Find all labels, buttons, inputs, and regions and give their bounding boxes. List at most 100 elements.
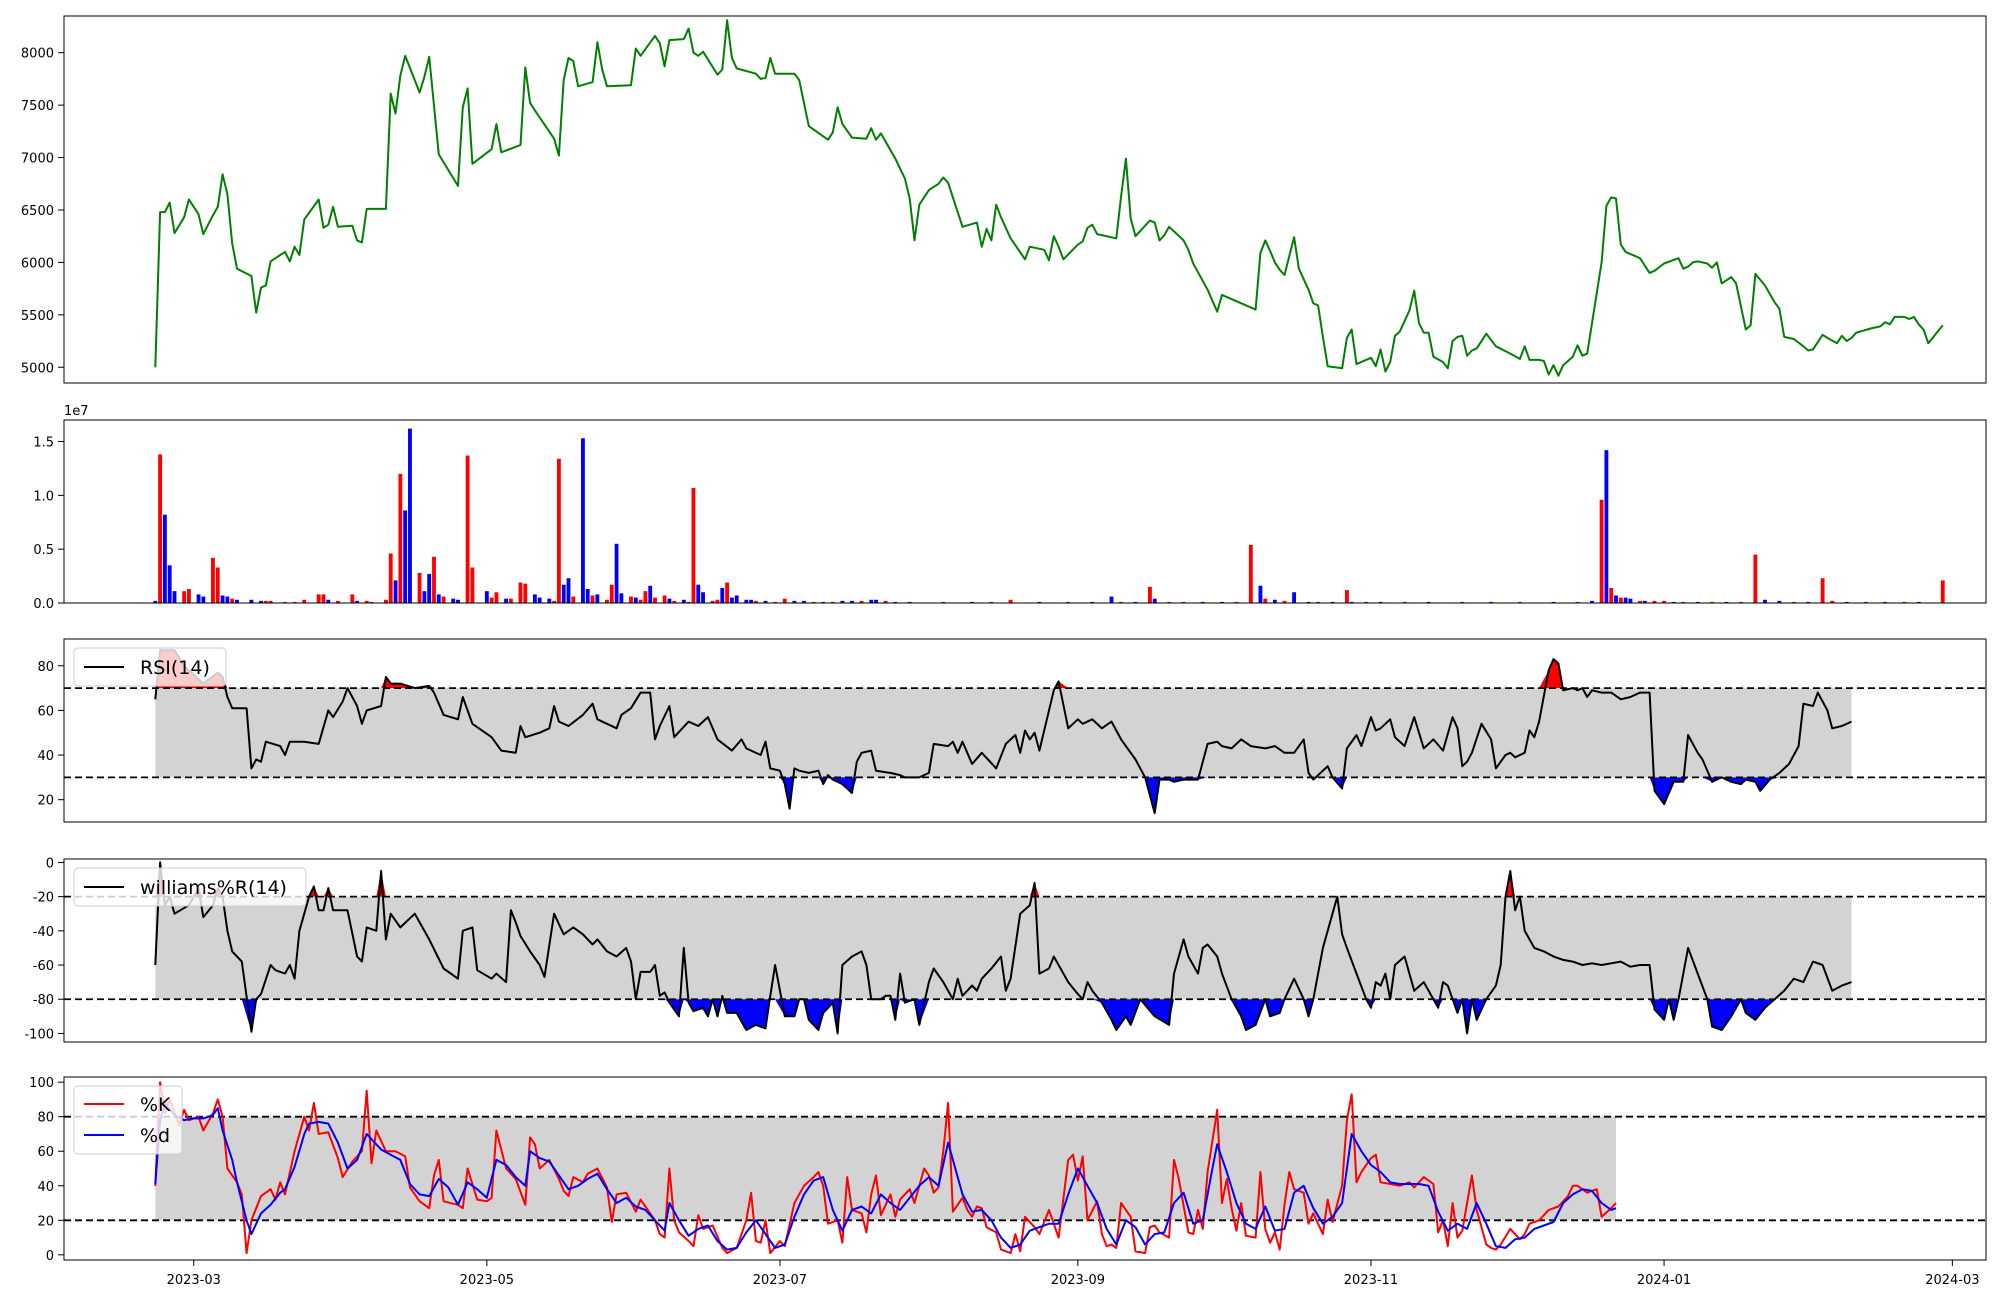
volume-bar xyxy=(561,584,566,603)
x-tick-label: 2024-03 xyxy=(1925,1273,1979,1288)
volume-bar xyxy=(970,601,975,603)
volume-bar xyxy=(1642,600,1647,603)
volume-ytick-label: 1.5 xyxy=(33,436,54,451)
volume-bar xyxy=(196,594,201,603)
volume-bar xyxy=(153,600,158,603)
volume-bar xyxy=(1628,598,1633,603)
volume-bar xyxy=(263,600,268,603)
volume-bar xyxy=(1258,585,1263,603)
volume-bar xyxy=(1109,596,1114,603)
volume-bar xyxy=(167,565,172,603)
volume-bar xyxy=(850,600,854,603)
volume-bar xyxy=(384,599,388,603)
volume-bar xyxy=(427,573,432,603)
volume-bar xyxy=(187,589,191,603)
volume-bar xyxy=(1345,590,1349,603)
stochastic-ytick-label: 80 xyxy=(37,1111,54,1126)
volume-bar xyxy=(1234,601,1239,603)
volume-bar xyxy=(1148,586,1152,603)
volume-bar xyxy=(571,596,576,603)
volume-bar xyxy=(1902,601,1907,603)
volume-bar xyxy=(1282,600,1287,603)
volume-bar xyxy=(1489,601,1493,603)
volume-bar xyxy=(1248,544,1253,603)
volume-bar xyxy=(451,598,456,603)
stochastic-ytick-label: 100 xyxy=(29,1076,54,1091)
volume-bar xyxy=(201,596,206,603)
rsi-panel: 20 40 60 80 RSI(14) xyxy=(37,638,1987,823)
volume-bar xyxy=(1739,601,1743,603)
volume-bar xyxy=(1604,450,1609,603)
volume-bar xyxy=(158,454,163,603)
volume-bar xyxy=(417,572,422,603)
volume-ytick-label: 0.5 xyxy=(33,543,54,558)
stochastic-legend-label-d: %d xyxy=(140,1125,170,1147)
volume-bar xyxy=(595,594,600,603)
williams-legend: williams%R(14) xyxy=(73,867,307,907)
volume-bar xyxy=(1306,601,1311,603)
volume-bar xyxy=(619,593,624,603)
volume-bar xyxy=(840,600,845,603)
volume-bar xyxy=(436,594,441,603)
volume-bar xyxy=(523,583,528,603)
volume-bar xyxy=(547,598,552,603)
volume-bar xyxy=(1316,601,1321,603)
volume-bar xyxy=(792,600,797,603)
x-tick-label: 2023-07 xyxy=(753,1273,807,1288)
williams-ytick-label: -60 xyxy=(33,959,54,974)
volume-bar xyxy=(225,596,230,603)
stochastic-panel: 0 20 40 60 80 100 %K %d xyxy=(29,1076,1987,1264)
volume-bar xyxy=(638,599,643,603)
volume-bar xyxy=(532,594,537,603)
volume-bar xyxy=(614,543,619,603)
williams-neutral-band xyxy=(155,896,1852,1000)
williams-legend-box xyxy=(73,867,307,907)
volume-bar xyxy=(249,599,254,603)
volume-bar xyxy=(763,600,768,603)
volume-bar xyxy=(1671,601,1676,603)
volume-bar xyxy=(667,598,672,603)
volume-bar xyxy=(162,514,167,603)
volume-bar xyxy=(230,598,235,603)
price-ytick-label: 5000 xyxy=(21,361,54,376)
volume-bar xyxy=(653,597,657,603)
volume-bar xyxy=(364,600,369,603)
volume-bar xyxy=(1066,601,1071,603)
volume-bar xyxy=(773,601,778,603)
volume-bar xyxy=(585,589,590,603)
price-ytick-label: 7000 xyxy=(21,152,54,167)
volume-bar xyxy=(1349,601,1354,603)
volume-bar xyxy=(643,591,648,603)
volume-bar xyxy=(691,487,696,603)
stochastic-ytick-label: 20 xyxy=(37,1214,54,1229)
volume-bar xyxy=(470,567,475,603)
volume-bar xyxy=(1940,580,1945,603)
volume-bar xyxy=(518,582,523,603)
volume-bar xyxy=(508,598,513,603)
volume-bar xyxy=(393,580,398,603)
volume-bar xyxy=(432,556,436,603)
volume-bar xyxy=(1791,601,1796,603)
volume-bar xyxy=(989,601,994,603)
volume-bar xyxy=(1916,601,1921,603)
volume-bar xyxy=(1863,601,1868,603)
volume-bar xyxy=(869,599,874,603)
williams-ytick-label: 0 xyxy=(46,856,54,871)
volume-bar xyxy=(369,601,374,603)
volume-bar xyxy=(720,587,725,603)
volume-bar xyxy=(662,595,667,603)
volume-bar xyxy=(220,595,225,603)
volume-bar xyxy=(441,596,446,603)
volume-bar xyxy=(734,595,739,603)
rsi-ytick-label: 20 xyxy=(37,794,54,809)
volume-bar xyxy=(672,600,677,603)
volume-bar xyxy=(1575,601,1580,603)
volume-bar xyxy=(715,599,720,603)
price-ytick-label: 5500 xyxy=(21,309,54,324)
volume-bar xyxy=(552,600,557,603)
stochastic-legend-label-k: %K xyxy=(140,1094,171,1116)
volume-bar xyxy=(1763,599,1767,603)
volume-bar xyxy=(1551,601,1556,603)
volume-bar xyxy=(494,592,499,603)
